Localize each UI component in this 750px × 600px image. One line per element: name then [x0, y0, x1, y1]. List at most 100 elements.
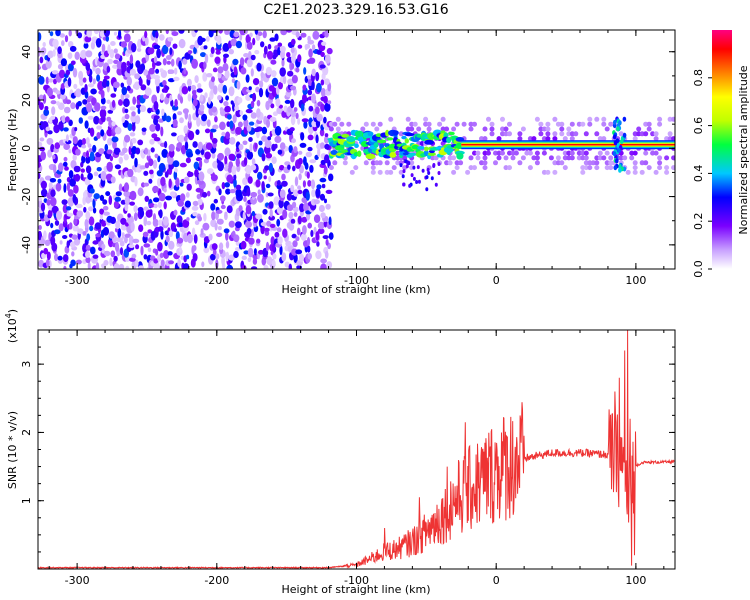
spectrogram-cell	[370, 121, 376, 127]
spectrogram-cell	[100, 89, 105, 99]
spectrogram-cell	[95, 262, 100, 269]
spectrogram-cell	[245, 220, 252, 228]
spectrogram-cell	[102, 78, 108, 88]
spectrogram-cell	[58, 223, 64, 232]
spectrogram-cell	[118, 183, 123, 192]
spectrogram-cell	[149, 138, 155, 145]
spectrogram-cell	[184, 52, 191, 60]
spectrogram-cell	[265, 241, 270, 252]
spectrogram-cell	[243, 196, 247, 202]
spectrogram-cell	[646, 121, 652, 127]
spectrogram-cell	[207, 168, 214, 175]
spectrogram-cell	[320, 212, 326, 219]
snr-y-ticks: 1 2 3	[20, 329, 675, 570]
spectrogram-cell	[231, 78, 236, 84]
spectrogram-cell	[245, 108, 253, 114]
spectrogram-cell	[193, 161, 200, 170]
spectrogram-cell	[395, 155, 401, 161]
spectrogram-cell	[63, 183, 67, 193]
spectrogram-cell	[472, 165, 477, 171]
spectrogram-cell	[559, 160, 565, 166]
spectrogram-cell	[310, 229, 314, 238]
spectrogram-cell	[221, 182, 226, 190]
snr-x-label: Height of straight line (km)	[281, 583, 430, 596]
spectrogram-cell	[45, 258, 50, 268]
spectrogram-cell	[288, 211, 294, 219]
spectrogram-cell	[161, 148, 168, 158]
spectrogram-cell	[124, 236, 128, 244]
spectrogram-cell	[147, 247, 152, 253]
spectrogram-cell	[440, 126, 446, 132]
spectrogram-cell	[534, 160, 540, 166]
spectrogram-cell	[317, 221, 325, 230]
spectrogram-cell	[67, 189, 74, 197]
spectrogram-cell	[50, 115, 56, 120]
spectrogram-cell	[77, 100, 82, 107]
spectrogram-cell	[507, 150, 512, 156]
spectrogram-cell	[133, 212, 138, 222]
spectrogram-cell	[412, 165, 416, 170]
spectrogram-cell	[254, 142, 258, 150]
spectrogram-cell	[273, 196, 280, 206]
spectrogram-cell	[174, 67, 178, 75]
spectrogram-cell	[43, 247, 49, 255]
spectrogram-cell	[482, 155, 488, 161]
spectrogram-cell	[44, 239, 51, 246]
spectrogram-cell	[235, 184, 242, 190]
spectrogram-cell	[85, 256, 91, 264]
spectrogram-cell	[121, 116, 126, 123]
spectrogram-cell	[222, 84, 228, 94]
spectrogram-cell	[300, 233, 307, 241]
spectrogram-cell	[87, 172, 93, 181]
spectrogram-cell	[208, 233, 213, 241]
spectrogram-cell	[104, 143, 109, 152]
spectrogram-cell	[102, 199, 108, 205]
spectrogram-cell	[573, 131, 579, 137]
spectrogram-cell	[229, 120, 234, 129]
spectrogram-cell	[177, 258, 181, 267]
spectrogram-cell	[412, 121, 418, 127]
spectrogram-cell	[203, 158, 209, 164]
spectrogram-cell	[43, 230, 47, 240]
spectrogram-cell	[264, 140, 272, 148]
spectrogram-cell	[233, 66, 238, 76]
spectrogram-cell	[92, 78, 96, 85]
spectrogram-cell	[246, 188, 251, 197]
spectrogram-cell	[555, 155, 561, 161]
x-tick-label: -100	[344, 274, 369, 287]
spectrogram-cell	[569, 155, 575, 161]
spectrogram-cell	[67, 52, 73, 59]
spectrogram-cell	[168, 178, 172, 189]
spectrogram-cell	[197, 216, 202, 222]
spectrogram-cell	[211, 30, 218, 33]
spectrogram-cell	[210, 128, 217, 133]
spectrogram-cell	[70, 259, 76, 267]
spectrogram-cell	[129, 106, 136, 111]
spectrogram-cell	[183, 125, 188, 134]
spectrogram-cell	[224, 155, 228, 165]
spectrogram-cell	[106, 80, 110, 87]
spectrogram-cell	[613, 119, 617, 125]
spectrogram-cell	[109, 257, 113, 267]
spectrogram-cell	[242, 177, 248, 186]
spectrogram-cell	[178, 38, 186, 49]
spectrogram-cell	[569, 150, 575, 156]
spectrogram-cell	[417, 179, 421, 184]
spectrogram-cell	[430, 155, 436, 161]
spectrogram-cell	[629, 155, 635, 161]
spectrogram-cell	[192, 245, 197, 252]
spectrogram-cell	[68, 30, 72, 37]
spectrogram-cell	[534, 155, 540, 161]
spectrogram-cell	[160, 126, 164, 137]
spectrogram-cell	[657, 155, 663, 161]
spectrogram-cell	[158, 192, 166, 202]
spectrogram-cell	[500, 116, 505, 122]
spectrogram-cell	[604, 160, 610, 166]
spectrogram-cell	[194, 220, 200, 226]
spectrogram-cell	[398, 169, 404, 175]
spectrogram-cell	[162, 80, 167, 86]
spectrogram-cell	[127, 213, 131, 218]
spectrogram-cell	[580, 165, 586, 171]
spectrogram-cell	[643, 160, 649, 166]
spectrogram-cell	[180, 193, 186, 202]
